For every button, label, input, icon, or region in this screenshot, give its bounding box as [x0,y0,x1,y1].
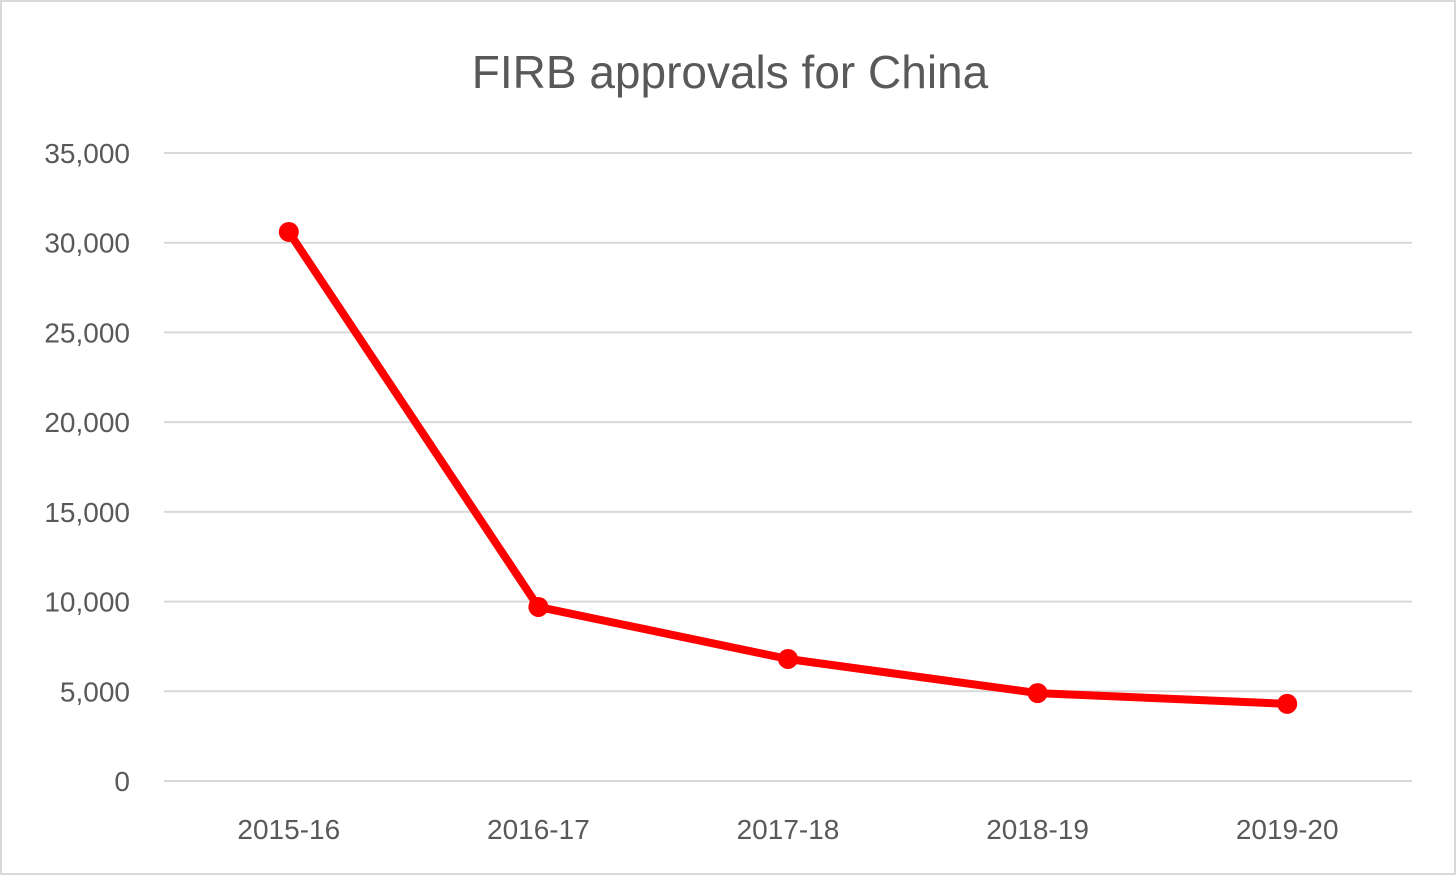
x-axis-tick-labels: 2015-16 2016-17 2017-18 2018-19 2019-20 [237,814,1338,845]
y-tick-label: 35,000 [44,138,130,169]
y-tick-label: 5,000 [60,676,130,707]
x-tick-label: 2018-19 [986,814,1089,845]
x-tick-label: 2016-17 [487,814,590,845]
data-point [278,221,299,242]
y-tick-label: 20,000 [44,407,130,438]
data-point [778,648,798,669]
y-tick-label: 0 [114,766,130,797]
series-line [284,227,1292,708]
x-tick-label: 2017-18 [737,814,840,845]
y-tick-label: 30,000 [44,228,130,259]
y-tick-label: 25,000 [44,317,130,348]
x-tick-label: 2019-20 [1236,814,1339,845]
x-tick-label: 2015-16 [237,814,340,845]
data-point [528,596,549,617]
chart-title: FIRB approvals for China [471,46,989,98]
data-point [1027,683,1048,704]
y-axis-tick-labels: 0 5,000 10,000 15,000 20,000 25,000 30,000 35,0… [44,138,130,797]
series-layer [278,221,1298,714]
data-point [1277,693,1298,714]
y-tick-label: 15,000 [44,497,130,528]
gridlines [164,152,1412,782]
y-tick-label: 10,000 [44,587,130,618]
